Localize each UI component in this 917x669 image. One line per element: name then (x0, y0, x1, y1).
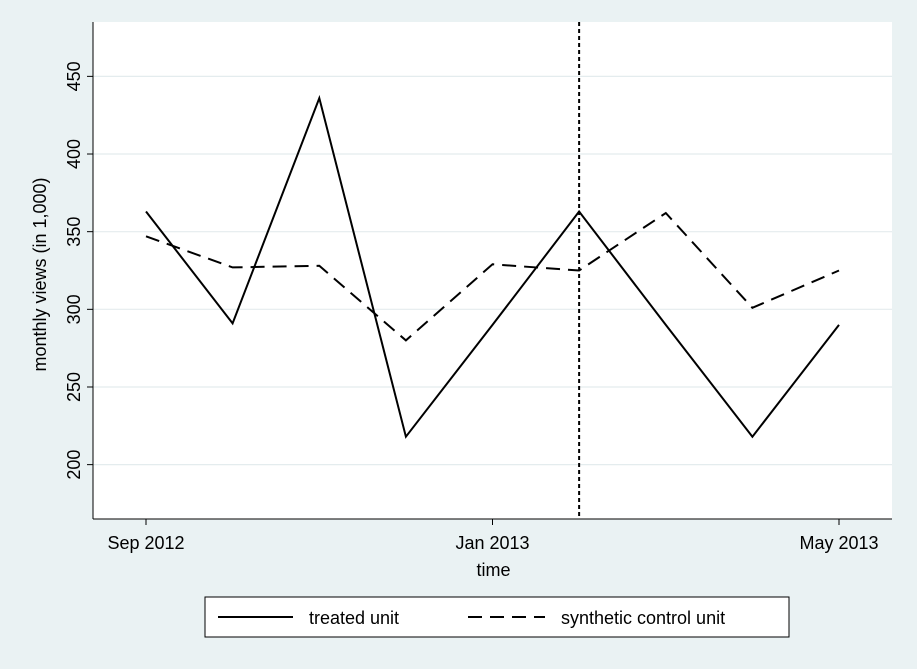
y-axis-title: monthly views (in 1,000) (30, 177, 50, 371)
x-tick-label: Sep 2012 (107, 533, 184, 553)
y-tick-label: 350 (64, 217, 84, 247)
legend-label-treated: treated unit (309, 608, 399, 628)
series-line-treated (145, 94, 840, 439)
legend-label-synthetic: synthetic control unit (561, 608, 725, 628)
y-axis: 200 250 300 350 400 450 (64, 22, 94, 519)
x-axis-title: time (476, 560, 510, 580)
y-tick-label: 400 (64, 139, 84, 169)
y-tick-label: 450 (64, 61, 84, 91)
x-tick-label: May 2013 (799, 533, 878, 553)
plot-area (93, 22, 892, 519)
series-line-synthetic (145, 211, 840, 342)
y-tick-label: 300 (64, 294, 84, 324)
series-layer (145, 94, 840, 439)
x-axis: Sep 2012 Jan 2013 May 2013 (93, 518, 892, 553)
grid-lines (93, 75, 892, 466)
y-tick-label: 200 (64, 450, 84, 480)
legend: treated unit synthetic control unit (204, 596, 790, 638)
y-tick-label: 250 (64, 372, 84, 402)
x-tick-label: Jan 2013 (455, 533, 529, 553)
